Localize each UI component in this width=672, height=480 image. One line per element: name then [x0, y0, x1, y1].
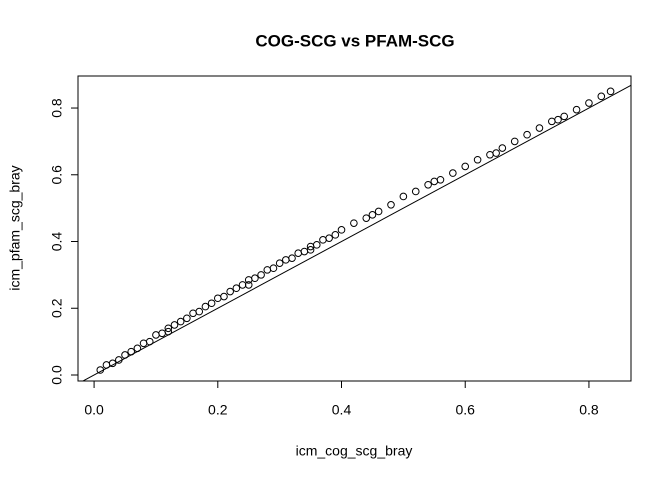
point [294, 249, 303, 257]
point [282, 256, 290, 264]
point [263, 266, 272, 274]
y-tick-label: 0.0 [49, 365, 65, 385]
point [201, 302, 210, 311]
point [183, 314, 191, 323]
point [158, 329, 166, 338]
point [288, 254, 296, 262]
point [387, 201, 395, 209]
point [312, 241, 321, 249]
point [244, 281, 253, 289]
point [207, 299, 216, 308]
point [362, 214, 371, 222]
x-tick-label: 0.4 [332, 402, 352, 418]
point [189, 309, 197, 318]
point [269, 264, 278, 273]
point [374, 207, 383, 216]
point [238, 281, 247, 289]
plot-box [77, 75, 632, 382]
point [411, 187, 420, 196]
point [473, 155, 482, 164]
y-tick-label: 0.6 [49, 165, 65, 185]
point [226, 287, 234, 296]
point [275, 259, 284, 268]
chart-title: COG-SCG vs PFAM-SCG [255, 31, 454, 50]
point [368, 211, 377, 219]
point [523, 130, 531, 139]
y-tick-label: 0.8 [49, 98, 65, 118]
point [606, 87, 615, 96]
point [548, 117, 556, 126]
point [554, 115, 562, 124]
point [492, 149, 500, 157]
point [498, 144, 507, 152]
x-tick-label: 0.2 [208, 402, 228, 418]
x-tick-label: 0.0 [84, 402, 104, 418]
point [232, 284, 241, 293]
point [195, 307, 204, 316]
point [319, 236, 327, 244]
x-tick-label: 0.8 [579, 402, 599, 418]
point [486, 150, 494, 159]
point [510, 137, 519, 146]
point [306, 246, 315, 254]
point [139, 339, 148, 348]
point [430, 177, 439, 186]
point [572, 105, 581, 114]
point [461, 162, 470, 171]
point [399, 192, 408, 201]
point [152, 331, 160, 339]
point [170, 321, 179, 329]
y-tick-label: 0.2 [49, 298, 65, 318]
point [257, 271, 265, 279]
point [337, 226, 346, 234]
point [331, 231, 340, 239]
point [560, 112, 568, 121]
reference-line [81, 84, 631, 381]
y-tick-label: 0.4 [49, 232, 65, 252]
point [251, 274, 259, 283]
x-axis-label: icm_cog_scg_bray [296, 443, 413, 459]
point [436, 175, 445, 184]
point [300, 247, 309, 256]
point [597, 92, 606, 101]
point [449, 169, 457, 177]
point [164, 324, 173, 333]
point [424, 180, 432, 189]
y-axis-label: icm_pfam_scg_bray [7, 165, 23, 290]
point [220, 292, 228, 301]
point [213, 294, 222, 303]
point [535, 124, 544, 132]
point [350, 219, 358, 227]
point [585, 99, 593, 107]
point [325, 234, 333, 242]
point [176, 317, 185, 326]
x-tick-label: 0.6 [455, 402, 475, 418]
